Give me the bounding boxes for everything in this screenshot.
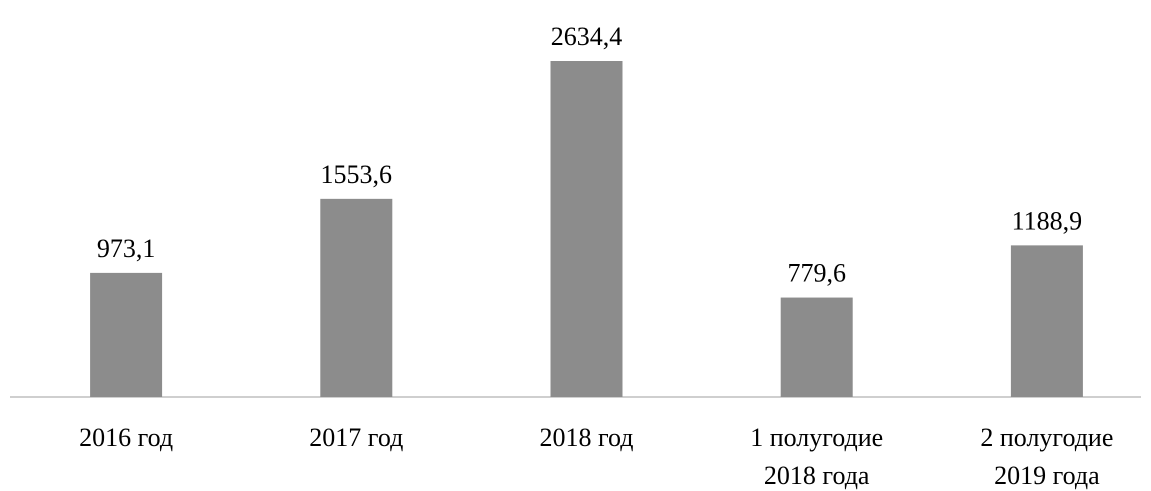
value-label: 1553,6 bbox=[321, 160, 393, 189]
value-label: 973,1 bbox=[97, 234, 156, 263]
bar bbox=[780, 297, 853, 397]
x-tick-label: 2016 год bbox=[79, 423, 173, 452]
x-tick-label: 1 полугодие 2018 года bbox=[750, 423, 883, 490]
x-tick-label: 2018 год bbox=[540, 423, 634, 452]
value-label: 1188,9 bbox=[1012, 206, 1083, 235]
bar bbox=[320, 198, 393, 397]
bar bbox=[1010, 245, 1083, 397]
bar bbox=[550, 61, 623, 397]
value-label: 2634,4 bbox=[551, 22, 623, 51]
x-tick-label: 2 полугодие 2019 года bbox=[980, 423, 1113, 490]
x-tick-label: 2017 год bbox=[309, 423, 403, 452]
value-label: 779,6 bbox=[787, 259, 846, 288]
bar bbox=[90, 272, 163, 397]
